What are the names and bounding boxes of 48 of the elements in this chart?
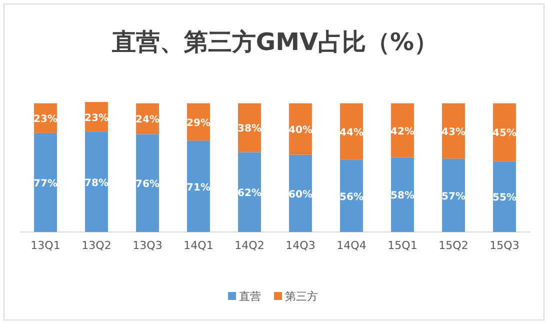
bar	[442, 103, 465, 159]
data-label: 62%	[238, 188, 262, 200]
bar	[442, 158, 465, 232]
x-tick-label: 13Q2	[82, 239, 112, 252]
bar	[289, 103, 312, 155]
bar	[391, 157, 414, 232]
data-label: 23%	[84, 112, 108, 124]
data-label: 38%	[238, 124, 262, 135]
bar	[34, 132, 57, 232]
legend-label: 直营	[239, 290, 261, 303]
data-label: 42%	[390, 126, 414, 138]
data-label: 60%	[288, 189, 312, 200]
x-tick-label: 14Q3	[286, 239, 316, 252]
data-label: 44%	[340, 128, 364, 139]
x-tick-label: 15Q3	[490, 239, 520, 252]
data-label: 43%	[442, 126, 466, 138]
data-label: 29%	[186, 118, 210, 129]
data-label: 23%	[34, 114, 58, 126]
data-label: 45%	[492, 128, 516, 140]
bar	[85, 132, 108, 232]
data-label: 56%	[340, 192, 364, 203]
x-tick-label: 15Q1	[388, 239, 418, 252]
data-label: 58%	[390, 190, 414, 202]
x-tick-label: 14Q1	[184, 239, 214, 252]
bar	[187, 140, 210, 232]
data-label: 55%	[492, 192, 516, 204]
legend-label: 第三方	[285, 290, 318, 303]
data-label: 77%	[34, 178, 58, 190]
data-label: 76%	[136, 179, 160, 190]
x-tick-label: 13Q3	[132, 239, 162, 252]
chart-title: 直营、第三方GMV占比（%）	[110, 28, 438, 56]
data-label: 78%	[84, 178, 108, 189]
x-tick-label: 13Q1	[30, 239, 60, 252]
bar	[340, 103, 363, 160]
x-tick-label: 14Q2	[234, 239, 264, 252]
data-label: 24%	[136, 114, 160, 126]
bar	[493, 103, 516, 162]
bar	[340, 160, 363, 232]
data-label: 40%	[288, 125, 312, 136]
x-tick-label: 15Q2	[438, 239, 468, 252]
bar	[493, 161, 516, 232]
bar	[136, 134, 159, 232]
data-label: 57%	[442, 191, 466, 202]
data-label: 71%	[186, 182, 210, 194]
bar	[238, 152, 261, 232]
x-tick-label: 14Q4	[336, 239, 366, 252]
bar	[391, 103, 414, 158]
bar	[289, 154, 312, 232]
